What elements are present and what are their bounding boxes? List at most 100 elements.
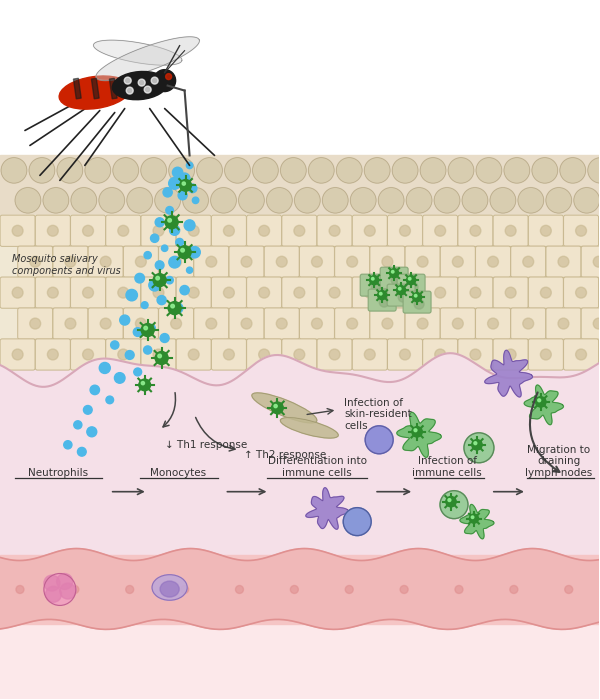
Ellipse shape — [152, 575, 187, 600]
Circle shape — [170, 256, 182, 267]
FancyBboxPatch shape — [511, 308, 546, 340]
FancyBboxPatch shape — [423, 339, 458, 370]
Ellipse shape — [406, 188, 432, 213]
Circle shape — [77, 447, 86, 456]
Ellipse shape — [29, 158, 55, 183]
Circle shape — [188, 184, 197, 192]
Circle shape — [65, 256, 76, 267]
Ellipse shape — [476, 158, 502, 183]
Ellipse shape — [308, 158, 334, 183]
FancyBboxPatch shape — [282, 277, 317, 308]
Circle shape — [64, 441, 72, 449]
Circle shape — [144, 326, 148, 330]
Circle shape — [575, 349, 587, 360]
FancyBboxPatch shape — [440, 308, 475, 340]
Circle shape — [575, 287, 587, 298]
Circle shape — [124, 77, 131, 84]
Circle shape — [400, 585, 408, 594]
FancyBboxPatch shape — [229, 246, 264, 277]
FancyBboxPatch shape — [194, 246, 229, 277]
FancyBboxPatch shape — [317, 215, 352, 246]
Circle shape — [141, 323, 154, 337]
Ellipse shape — [588, 158, 600, 183]
Circle shape — [56, 573, 73, 589]
Circle shape — [452, 256, 463, 267]
Circle shape — [391, 270, 394, 273]
Circle shape — [99, 363, 110, 374]
Ellipse shape — [112, 71, 167, 99]
Circle shape — [290, 585, 298, 594]
Circle shape — [47, 287, 58, 298]
FancyBboxPatch shape — [397, 274, 425, 296]
Circle shape — [188, 225, 199, 236]
Circle shape — [364, 287, 375, 298]
Ellipse shape — [532, 158, 557, 183]
FancyBboxPatch shape — [247, 215, 281, 246]
Circle shape — [311, 256, 322, 267]
Text: Infection of
immune cells: Infection of immune cells — [412, 456, 482, 477]
FancyBboxPatch shape — [458, 277, 493, 308]
Ellipse shape — [546, 188, 572, 213]
Circle shape — [30, 256, 41, 267]
Polygon shape — [96, 37, 199, 80]
FancyBboxPatch shape — [352, 277, 387, 308]
FancyBboxPatch shape — [403, 291, 431, 313]
Circle shape — [74, 421, 82, 429]
FancyBboxPatch shape — [388, 339, 422, 370]
Circle shape — [153, 225, 164, 236]
Circle shape — [294, 349, 305, 360]
FancyBboxPatch shape — [529, 277, 563, 308]
FancyBboxPatch shape — [458, 215, 493, 246]
Text: Mosquito salivary
components and virus: Mosquito salivary components and virus — [12, 254, 121, 276]
Circle shape — [593, 256, 600, 267]
Ellipse shape — [43, 188, 69, 213]
FancyBboxPatch shape — [264, 246, 299, 277]
Circle shape — [166, 206, 173, 214]
FancyBboxPatch shape — [106, 215, 141, 246]
Circle shape — [541, 225, 551, 236]
Ellipse shape — [99, 188, 125, 213]
Circle shape — [391, 275, 401, 285]
FancyBboxPatch shape — [176, 215, 211, 246]
Circle shape — [541, 349, 551, 360]
Circle shape — [223, 349, 235, 360]
Circle shape — [470, 349, 481, 360]
Circle shape — [135, 274, 145, 283]
FancyBboxPatch shape — [563, 277, 599, 308]
FancyBboxPatch shape — [282, 215, 317, 246]
FancyBboxPatch shape — [35, 277, 70, 308]
Ellipse shape — [183, 188, 208, 213]
Circle shape — [223, 225, 235, 236]
Circle shape — [170, 318, 182, 329]
Ellipse shape — [239, 188, 264, 213]
FancyBboxPatch shape — [387, 284, 415, 306]
FancyBboxPatch shape — [141, 339, 176, 370]
Circle shape — [206, 256, 217, 267]
FancyBboxPatch shape — [581, 246, 600, 277]
Circle shape — [47, 349, 58, 360]
Circle shape — [400, 225, 410, 236]
Circle shape — [155, 351, 168, 365]
FancyBboxPatch shape — [124, 246, 158, 277]
FancyBboxPatch shape — [176, 277, 211, 308]
FancyBboxPatch shape — [35, 215, 70, 246]
Circle shape — [155, 218, 164, 227]
Ellipse shape — [160, 581, 179, 597]
FancyBboxPatch shape — [194, 308, 229, 340]
Circle shape — [47, 225, 58, 236]
Circle shape — [71, 585, 79, 594]
Ellipse shape — [211, 188, 236, 213]
Circle shape — [193, 197, 199, 204]
FancyBboxPatch shape — [388, 215, 422, 246]
Circle shape — [163, 188, 172, 197]
Ellipse shape — [127, 188, 152, 213]
Ellipse shape — [364, 158, 390, 183]
FancyBboxPatch shape — [211, 277, 247, 308]
FancyBboxPatch shape — [299, 308, 334, 340]
Circle shape — [151, 234, 159, 242]
FancyBboxPatch shape — [124, 308, 158, 340]
FancyBboxPatch shape — [370, 246, 405, 277]
Text: ↑ Th2 response: ↑ Th2 response — [244, 450, 327, 460]
Circle shape — [345, 585, 353, 594]
Circle shape — [412, 426, 422, 437]
